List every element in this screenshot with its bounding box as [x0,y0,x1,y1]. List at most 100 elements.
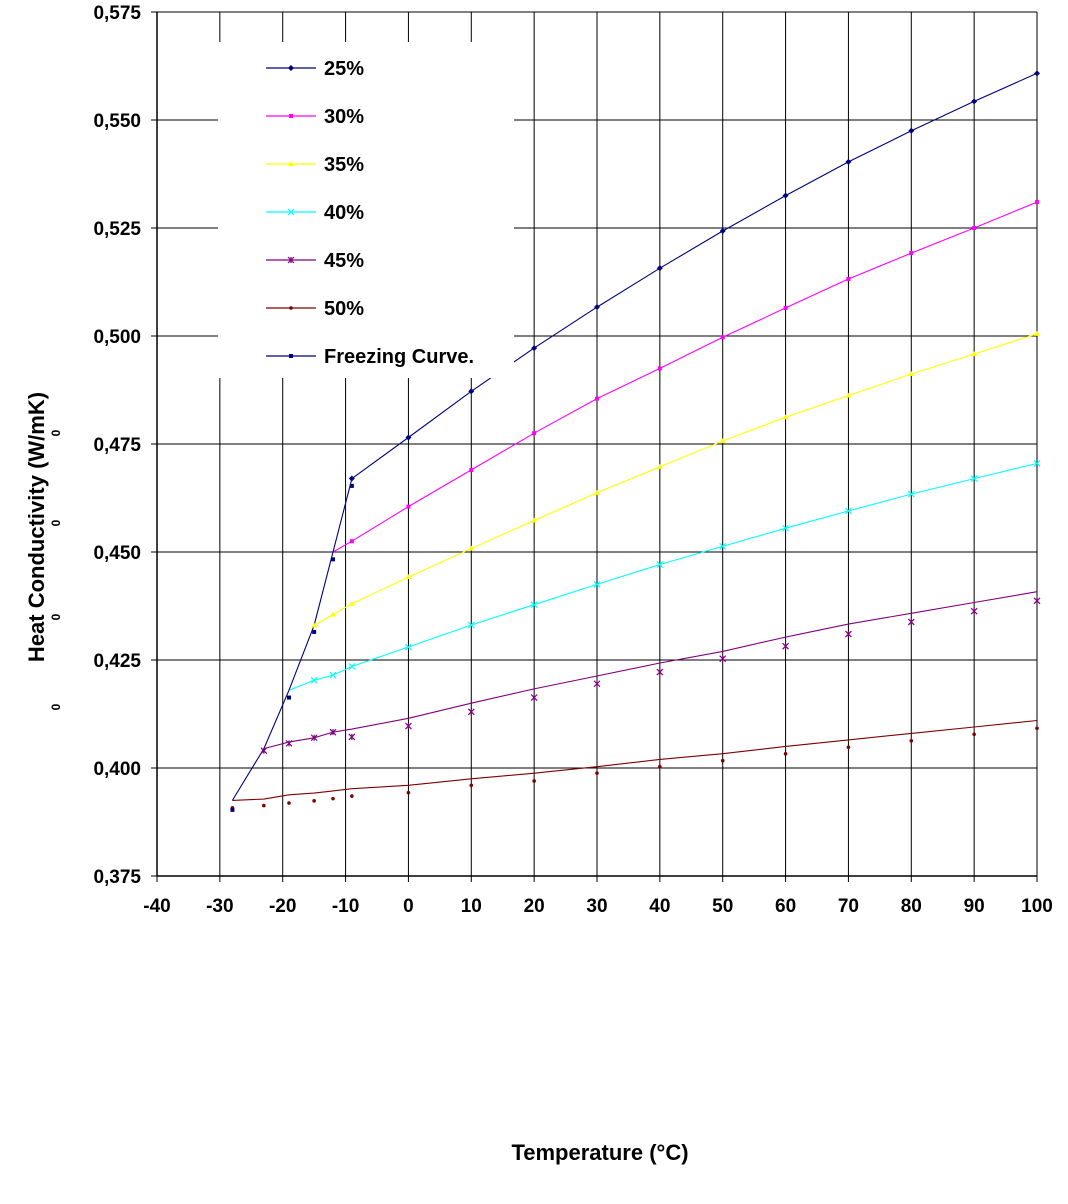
data-point-1 [532,431,537,436]
data-point-2 [330,611,336,617]
data-point-4 [907,618,915,626]
x-tick-label: -30 [206,896,233,917]
data-point-0 [782,192,789,199]
series-line-6 [231,478,353,801]
axes [151,11,1038,882]
x-tick-label: -20 [269,896,296,917]
x-tick-label: 70 [838,896,859,917]
y-tick-label: 0,525 [93,219,141,240]
data-point-3 [719,542,727,550]
data-point-2 [782,414,789,420]
data-point-5 [262,803,266,808]
x-tick-label: 90 [964,896,985,917]
data-point-3 [329,671,337,679]
y-label-artifact: 0 [49,429,63,436]
legend-items: 25% 30% 35% 40% 45% 50% Freezing Curve. [266,58,474,368]
data-point-1 [657,366,662,371]
data-point-1 [783,305,788,310]
data-point-0 [656,265,663,272]
legend-marker [287,208,295,216]
legend-marker [287,256,295,264]
data-point-4 [329,728,337,736]
data-point-3 [348,663,356,670]
data-point-6 [230,807,235,812]
data-point-4 [285,739,293,747]
data-point-5 [312,799,316,803]
data-point-2 [1034,330,1040,336]
legend-marker [288,65,294,71]
data-point-5 [658,764,662,769]
data-point-5 [972,732,976,737]
data-point-4 [845,630,852,638]
y-axis-title: Heat Conductivity (W/mK) [24,392,49,662]
legend-marker [289,306,293,310]
y-label-artifact: 0 [49,703,63,710]
data-point-1 [1035,200,1039,205]
x-tick-label: -10 [332,896,359,917]
data-point-1 [909,251,914,256]
data-point-2 [594,489,600,495]
data-point-5 [595,771,599,775]
data-point-3 [593,580,601,588]
data-point-4 [467,708,475,716]
x-tick-label: 80 [901,896,922,917]
data-point-2 [719,437,726,443]
data-point-0 [348,475,355,482]
data-point-0 [845,158,852,165]
x-axis-title: Temperature (°C) [511,1140,688,1165]
data-point-1 [972,226,977,230]
data-point-0 [405,434,412,441]
y-tick-label: 0,375 [93,867,141,888]
data-point-1 [595,396,599,401]
x-tick-label: -40 [143,896,170,917]
data-point-5 [720,758,725,763]
data-point-5 [406,790,411,795]
data-point-5 [287,801,291,805]
data-point-4 [310,734,318,742]
data-point-2 [468,545,475,551]
data-point-5 [846,745,851,750]
data-point-5 [532,779,536,783]
x-tick-label: 10 [461,896,482,917]
y-tick-label: 0,400 [93,759,141,780]
data-point-3 [405,643,412,651]
data-point-0 [531,345,538,352]
y-tick-label: 0,475 [93,435,141,456]
data-point-4 [530,694,538,702]
data-point-2 [971,351,978,357]
data-point-2 [348,600,355,606]
data-point-4 [405,722,412,730]
y-tick-labels: 0,375 0,400 0,425 0,450 0,475 0,500 0,525 0,550… [93,3,141,888]
data-point-5 [909,738,914,743]
data-point-3 [310,676,318,684]
data-point-5 [783,751,788,756]
data-point-3 [907,490,915,498]
x-tick-label: 30 [586,896,607,917]
data-point-3 [845,507,852,515]
data-point-0 [971,98,978,105]
series-markers [230,70,1041,812]
legend-marker [288,161,294,166]
data-point-2 [908,371,915,377]
series-line-2 [313,333,1038,626]
legend-label: 30% [324,106,364,128]
data-point-4 [970,607,978,615]
data-point-4 [782,642,789,650]
x-tick-label: 40 [649,896,670,917]
data-point-5 [350,794,354,798]
data-point-1 [846,276,851,281]
data-point-6 [349,483,354,488]
x-tick-label: 0 [403,896,414,917]
series-line-4 [263,591,1038,750]
data-point-2 [845,392,852,398]
data-point-0 [594,304,600,311]
legend-marker [289,114,293,118]
data-point-5 [1035,726,1039,731]
data-point-3 [656,561,664,568]
x-tick-label: 100 [1021,896,1053,917]
legend-label: 45% [324,250,364,272]
x-tick-label: 50 [712,896,733,917]
data-point-3 [970,475,978,482]
series-line-0 [351,72,1038,480]
